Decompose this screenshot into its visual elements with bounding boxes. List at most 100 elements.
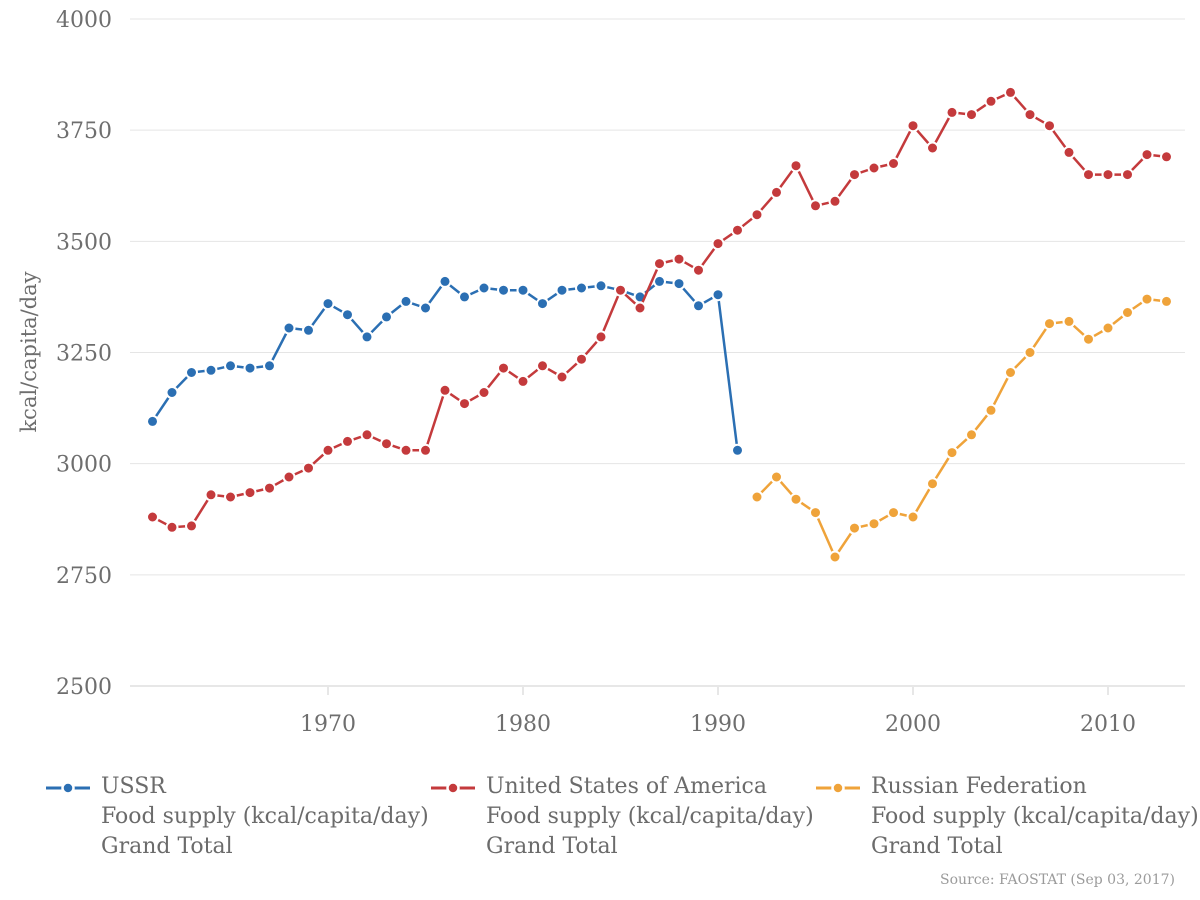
data-point-1-1999[interactable] xyxy=(887,157,900,170)
data-point-0-1968[interactable] xyxy=(282,321,296,335)
data-point-2-1998[interactable] xyxy=(867,517,881,531)
data-point-0-1990[interactable] xyxy=(711,288,725,302)
legend-item-usa[interactable]: United States of America Food supply (kc… xyxy=(430,772,814,862)
data-point-0-1983[interactable] xyxy=(575,281,588,295)
data-point-1-1986[interactable] xyxy=(633,301,647,315)
legend-item-ussr[interactable]: USSR Food supply (kcal/capita/day) Grand… xyxy=(45,772,429,862)
data-point-1-1971[interactable] xyxy=(341,434,354,448)
data-point-0-1989[interactable] xyxy=(692,299,705,313)
data-point-1-1975[interactable] xyxy=(419,443,432,457)
data-point-1-2013[interactable] xyxy=(1160,150,1173,164)
data-point-0-1991[interactable] xyxy=(731,443,744,457)
data-point-1-2002[interactable] xyxy=(945,105,959,119)
data-point-1-1987[interactable] xyxy=(653,257,666,271)
data-point-1-2004[interactable] xyxy=(984,94,998,108)
data-point-1-2005[interactable] xyxy=(1004,85,1017,99)
data-point-1-1964[interactable] xyxy=(204,488,218,502)
data-point-0-1974[interactable] xyxy=(399,294,413,308)
data-point-1-1963[interactable] xyxy=(185,519,198,533)
data-point-0-1980[interactable] xyxy=(516,283,530,297)
data-point-1-1990[interactable] xyxy=(711,237,725,251)
data-point-1-1984[interactable] xyxy=(594,330,608,344)
data-point-1-2008[interactable] xyxy=(1062,145,1076,159)
data-point-1-1967[interactable] xyxy=(263,481,276,495)
legend-item-russia[interactable]: Russian Federation Food supply (kcal/cap… xyxy=(815,772,1199,862)
data-point-0-1975[interactable] xyxy=(419,301,432,315)
data-point-2-1996[interactable] xyxy=(828,550,842,564)
data-point-0-1961[interactable] xyxy=(146,414,159,428)
data-point-2-2002[interactable] xyxy=(945,446,959,460)
data-point-1-2001[interactable] xyxy=(926,141,939,155)
data-point-2-2008[interactable] xyxy=(1062,314,1076,328)
data-point-2-2010[interactable] xyxy=(1101,321,1115,335)
data-point-2-2003[interactable] xyxy=(965,428,978,442)
data-point-1-2003[interactable] xyxy=(965,108,978,122)
data-point-1-1970[interactable] xyxy=(321,443,335,457)
data-point-1-1998[interactable] xyxy=(867,161,881,175)
data-point-1-1988[interactable] xyxy=(672,252,686,266)
data-point-0-1982[interactable] xyxy=(555,283,569,297)
data-point-1-1965[interactable] xyxy=(224,490,237,504)
data-point-1-2012[interactable] xyxy=(1140,148,1154,162)
data-point-1-2011[interactable] xyxy=(1121,168,1134,182)
data-point-2-1999[interactable] xyxy=(887,506,900,520)
data-point-1-1974[interactable] xyxy=(399,443,413,457)
data-point-0-1963[interactable] xyxy=(185,366,198,379)
data-point-1-1977[interactable] xyxy=(458,397,471,411)
data-point-1-1992[interactable] xyxy=(750,208,764,222)
data-point-0-1962[interactable] xyxy=(165,386,179,399)
data-point-1-1985[interactable] xyxy=(614,283,627,297)
data-point-0-1967[interactable] xyxy=(263,359,276,373)
data-point-1-1976[interactable] xyxy=(438,383,452,397)
data-point-2-2006[interactable] xyxy=(1023,346,1037,359)
data-point-2-1995[interactable] xyxy=(809,506,822,520)
data-point-2-2005[interactable] xyxy=(1004,366,1017,379)
data-point-0-1971[interactable] xyxy=(341,308,354,322)
data-point-1-1962[interactable] xyxy=(165,520,179,534)
data-point-1-1979[interactable] xyxy=(497,361,510,375)
data-point-1-1983[interactable] xyxy=(575,352,588,366)
data-point-1-1961[interactable] xyxy=(146,510,159,524)
data-point-1-1973[interactable] xyxy=(380,437,393,451)
data-point-0-1978[interactable] xyxy=(477,281,491,295)
data-point-2-2011[interactable] xyxy=(1121,306,1134,319)
data-point-1-1968[interactable] xyxy=(282,470,296,484)
data-point-1-1996[interactable] xyxy=(828,194,842,208)
data-point-1-1994[interactable] xyxy=(789,159,803,173)
data-point-2-2007[interactable] xyxy=(1043,317,1056,331)
data-point-2-2013[interactable] xyxy=(1160,294,1173,308)
data-point-1-1995[interactable] xyxy=(809,199,822,213)
data-point-2-2009[interactable] xyxy=(1082,332,1095,346)
data-point-1-2006[interactable] xyxy=(1023,108,1037,122)
data-point-1-1972[interactable] xyxy=(360,428,374,442)
data-point-1-1969[interactable] xyxy=(302,461,315,475)
data-point-0-1984[interactable] xyxy=(594,279,608,293)
data-point-0-1988[interactable] xyxy=(672,277,686,291)
data-point-1-1991[interactable] xyxy=(731,223,744,237)
data-point-2-1993[interactable] xyxy=(770,470,783,484)
data-point-0-1973[interactable] xyxy=(380,310,393,324)
data-point-1-1981[interactable] xyxy=(536,359,549,373)
data-point-1-1980[interactable] xyxy=(516,374,530,388)
data-point-2-2001[interactable] xyxy=(926,477,939,491)
data-point-2-1994[interactable] xyxy=(789,492,803,506)
data-point-1-1978[interactable] xyxy=(477,386,491,399)
chart-plot-area[interactable]: 4000 3750 3500 3250 3000 2750 2500 1970 1980 1990… xyxy=(0,0,1200,750)
data-point-0-1965[interactable] xyxy=(224,359,237,373)
data-point-2-2004[interactable] xyxy=(984,403,998,417)
data-point-1-1966[interactable] xyxy=(243,486,257,500)
data-point-0-1964[interactable] xyxy=(204,363,218,377)
data-point-0-1972[interactable] xyxy=(360,330,374,344)
data-point-1-2010[interactable] xyxy=(1101,168,1115,182)
data-point-2-1992[interactable] xyxy=(750,490,764,504)
data-point-1-1989[interactable] xyxy=(692,263,705,277)
data-point-1-2000[interactable] xyxy=(906,119,920,133)
data-point-2-1997[interactable] xyxy=(848,521,861,535)
data-point-0-1977[interactable] xyxy=(458,290,471,304)
data-point-0-1987[interactable] xyxy=(653,274,666,288)
data-point-2-2012[interactable] xyxy=(1140,292,1154,306)
data-point-0-1966[interactable] xyxy=(243,361,257,375)
data-point-0-1970[interactable] xyxy=(321,297,335,311)
data-point-1-1997[interactable] xyxy=(848,168,861,182)
data-point-0-1979[interactable] xyxy=(497,283,510,297)
